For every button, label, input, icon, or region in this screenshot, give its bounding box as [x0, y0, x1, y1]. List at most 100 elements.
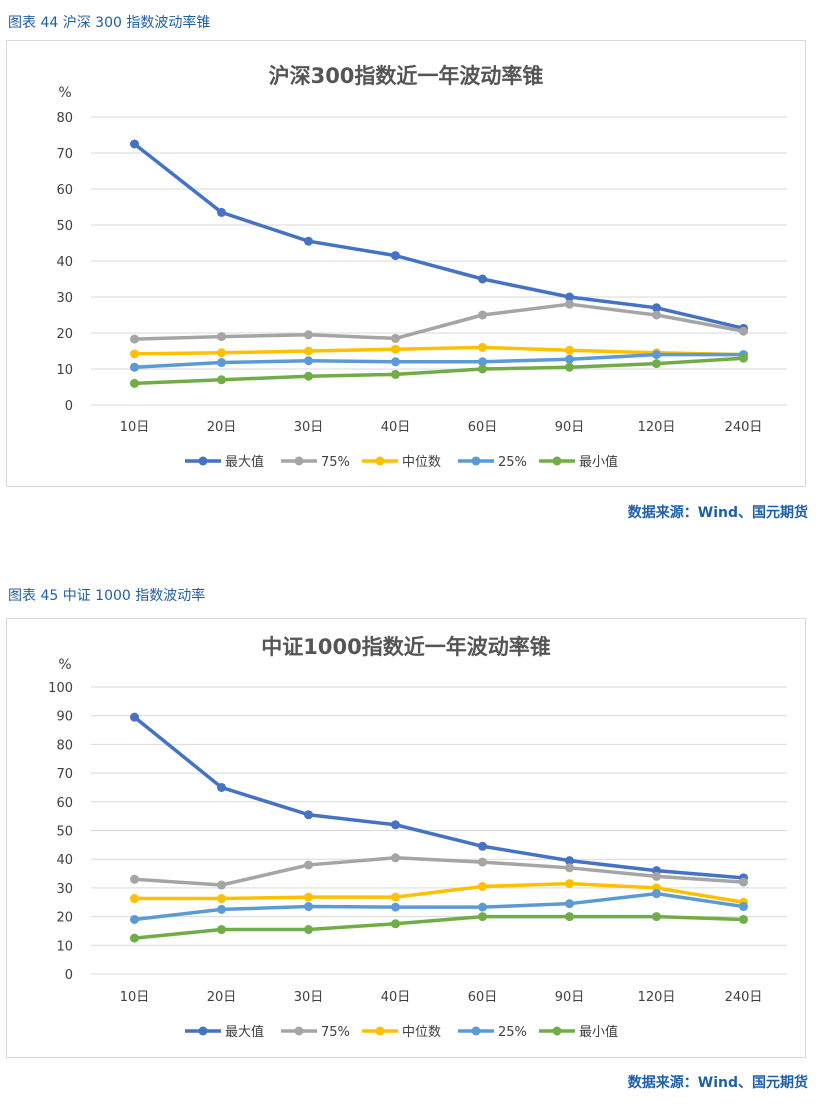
x-tick-label: 240日	[725, 420, 763, 435]
x-tick-label: 20日	[207, 990, 237, 1005]
data-point	[217, 375, 226, 385]
legend-label: 最大值	[225, 1024, 264, 1040]
y-tick-label: 80	[56, 738, 73, 753]
data-point	[391, 892, 400, 902]
data-point	[217, 207, 226, 217]
data-point	[130, 362, 139, 372]
legend-label: 最大值	[225, 454, 264, 470]
data-point	[565, 345, 574, 355]
series-line	[134, 356, 744, 386]
data-point	[217, 925, 226, 935]
data-point	[478, 364, 487, 374]
chart-title: 中证1000指数近一年波动率锥	[261, 635, 550, 659]
data-point	[565, 912, 574, 922]
data-point	[130, 712, 139, 722]
chart-title: 沪深300指数近一年波动率锥	[269, 64, 544, 88]
data-point	[652, 310, 661, 320]
legend-label: 最小值	[579, 454, 618, 470]
data-point	[304, 356, 313, 366]
data-point	[739, 877, 748, 887]
data-point	[304, 330, 313, 340]
x-tick-label: 40日	[381, 990, 411, 1005]
y-tick-label: 20	[56, 327, 73, 342]
data-point	[217, 894, 226, 904]
legend-label: 25%	[498, 1025, 527, 1040]
data-point	[391, 333, 400, 343]
y-tick-label: 40	[56, 255, 73, 270]
data-point	[130, 894, 139, 904]
data-point	[565, 292, 574, 302]
data-point	[391, 344, 400, 354]
source-note: 数据来源：Wind、国元期货	[627, 1075, 808, 1091]
data-point	[478, 357, 487, 367]
y-tick-label: 20	[56, 911, 73, 926]
y-axis-unit: %	[58, 85, 71, 101]
x-tick-label: 40日	[381, 420, 411, 435]
legend-label: 75%	[321, 455, 350, 470]
x-tick-label: 10日	[120, 420, 150, 435]
y-tick-label: 80	[56, 111, 73, 126]
y-axis-unit: %	[58, 657, 71, 673]
series-line	[134, 891, 744, 922]
legend-label: 75%	[321, 1025, 350, 1040]
data-point	[130, 378, 139, 388]
y-tick-label: 90	[56, 710, 73, 725]
data-point	[565, 899, 574, 909]
y-tick-label: 40	[56, 853, 73, 868]
data-point	[652, 889, 661, 899]
data-point	[304, 892, 313, 902]
data-point	[565, 879, 574, 889]
data-point	[304, 346, 313, 356]
y-tick-label: 70	[56, 767, 73, 782]
x-tick-label: 240日	[725, 990, 763, 1005]
data-point	[304, 236, 313, 246]
data-point	[391, 357, 400, 367]
data-point	[391, 820, 400, 830]
data-point	[565, 299, 574, 309]
data-point	[130, 914, 139, 924]
legend-marker	[375, 1026, 385, 1036]
y-tick-label: 0	[65, 399, 73, 414]
chart-container: 中证1000指数近一年波动率锥% 0 10 20 30 40 50 60 70 80 90 100 10…	[6, 618, 806, 1058]
line-chart: 沪深300指数近一年波动率锥% 0 10 20 30 40 50 60 70 80 10日 20日 30…	[56, 64, 787, 470]
legend-label: 最小值	[579, 1024, 618, 1040]
y-tick-label: 60	[56, 183, 73, 198]
legend-marker	[294, 456, 304, 466]
data-point	[304, 371, 313, 381]
x-tick-label: 120日	[638, 420, 676, 435]
data-point	[478, 881, 487, 891]
x-tick-label: 30日	[294, 420, 324, 435]
line-chart: 中证1000指数近一年波动率锥% 0 10 20 30 40 50 60 70 80 90 100 10…	[48, 635, 787, 1040]
data-point	[217, 332, 226, 342]
y-tick-label: 70	[56, 147, 73, 162]
data-point	[478, 912, 487, 922]
series-line	[134, 352, 744, 369]
legend-marker	[471, 456, 481, 466]
data-point	[565, 863, 574, 873]
legend-marker	[198, 456, 208, 466]
y-tick-label: 0	[65, 968, 73, 983]
data-point	[217, 782, 226, 792]
data-point	[391, 251, 400, 261]
data-point	[130, 874, 139, 884]
y-tick-label: 30	[56, 291, 73, 306]
data-point	[565, 362, 574, 372]
data-point	[565, 856, 574, 866]
chart-container: 沪深300指数近一年波动率锥% 0 10 20 30 40 50 60 70 80 10日 20日 30…	[6, 40, 806, 487]
data-point	[217, 348, 226, 358]
figure-caption: 图表 45 中证 1000 指数波动率	[8, 588, 206, 604]
legend-marker	[375, 456, 385, 466]
legend-label: 中位数	[402, 1025, 441, 1040]
y-tick-label: 100	[48, 681, 73, 696]
data-point	[478, 841, 487, 851]
legend-marker	[294, 1026, 304, 1036]
data-point	[130, 349, 139, 359]
data-point	[391, 902, 400, 912]
x-tick-label: 120日	[638, 990, 676, 1005]
data-point	[217, 904, 226, 914]
data-point	[391, 853, 400, 863]
data-point	[130, 334, 139, 344]
y-tick-label: 10	[56, 363, 73, 378]
data-point	[739, 326, 748, 336]
data-point	[739, 353, 748, 363]
